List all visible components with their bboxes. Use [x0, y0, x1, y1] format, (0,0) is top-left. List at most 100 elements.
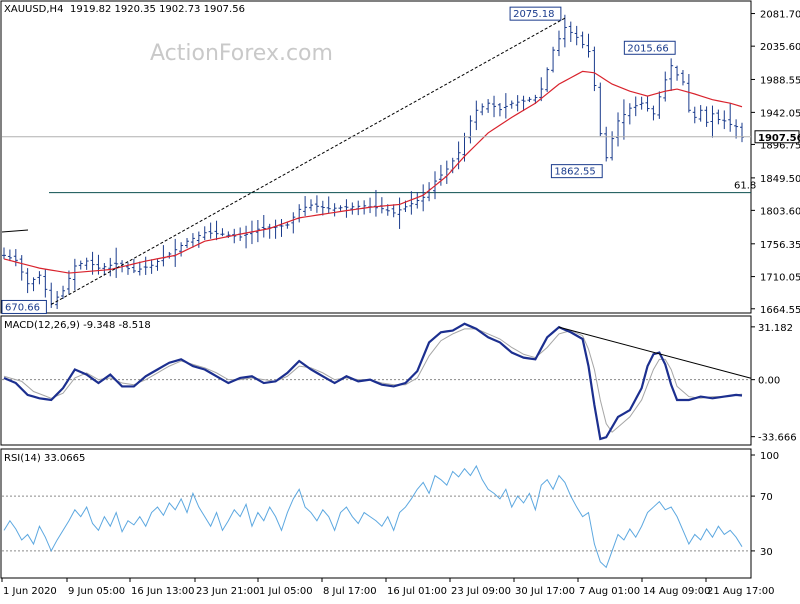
- watermark: ActionForex.com: [150, 41, 333, 66]
- price-candle: [728, 103, 733, 132]
- macd-title: MACD(12,26,9) -9.348 -8.518: [4, 320, 151, 331]
- price-candle: [480, 103, 485, 116]
- price-y-tick-label: 2081.70: [760, 10, 800, 21]
- price-y-tick-label: 2035.60: [760, 42, 800, 53]
- price-candle: [722, 110, 727, 130]
- price-candle: [734, 119, 739, 139]
- price-candle: [621, 99, 626, 140]
- macd-y-tick-label: 31.182: [758, 323, 793, 334]
- price-candle: [580, 31, 585, 49]
- price-candle: [616, 112, 621, 147]
- price-y-tick-label: 1756.35: [760, 240, 800, 251]
- price-candle: [338, 205, 343, 211]
- x-tick-label: 9 Jun 05:00: [68, 586, 125, 597]
- rsi-line: [3, 464, 743, 569]
- price-candle: [604, 126, 609, 162]
- price-candle: [344, 199, 349, 218]
- price-candle: [108, 257, 113, 277]
- fib-level-label: 61.8: [734, 181, 756, 192]
- price-candle: [66, 270, 71, 295]
- price-candle: [285, 221, 290, 229]
- price-y-tick-label: 1988.55: [760, 75, 800, 86]
- price-candle: [196, 231, 201, 248]
- price-candle: [179, 242, 184, 257]
- price-candle: [2, 247, 6, 260]
- price-candle: [627, 103, 632, 125]
- price-candle: [657, 91, 662, 119]
- x-tick-label: 23 Jun 21:00: [196, 586, 260, 597]
- price-candle: [468, 115, 473, 144]
- ohlc-values: 1919.82 1920.35 1902.73 1907.56: [70, 4, 245, 15]
- price-candle: [456, 141, 461, 170]
- annotation-text: 1862.55: [554, 167, 595, 178]
- price-candle: [7, 249, 12, 262]
- price-y-tick-label: 1710.05: [760, 273, 800, 284]
- current-price-tag-box: [754, 130, 800, 144]
- price-candle: [415, 192, 420, 209]
- price-candle: [214, 220, 219, 241]
- price-series-layer: 61.8 2075.18 2015.66 1862.55 670.66: [1, 6, 756, 314]
- price-candle: [279, 219, 284, 237]
- price-candle: [692, 106, 697, 124]
- price-annotation: 2075.18: [509, 6, 562, 21]
- price-candle: [55, 291, 60, 310]
- price-y-tick-label: 1803.60: [760, 206, 800, 217]
- price-candle: [190, 233, 195, 248]
- rsi-y-tick-label: 30: [760, 547, 773, 558]
- annotation-text: 2075.18: [513, 9, 554, 20]
- axis-layer: 2081.70 2035.60 1988.55 1942.05 1896.75 1849.…: [1, 10, 800, 597]
- price-candle: [633, 96, 638, 117]
- x-tick-label: 23 Jul 09:00: [451, 586, 511, 597]
- price-candle: [562, 14, 567, 48]
- price-candle: [492, 95, 497, 118]
- symbol-title: XAUUSD,H4: [4, 4, 63, 15]
- price-candle: [13, 249, 18, 267]
- price-candle: [202, 226, 207, 240]
- macd-pane-frame: [0, 315, 752, 446]
- price-candle: [31, 277, 36, 292]
- price-candle: [710, 105, 715, 138]
- current-price-tag-label: 1907.56: [758, 133, 800, 144]
- price-y-tick-label: 1942.05: [760, 108, 800, 119]
- price-candle: [686, 74, 691, 113]
- price-candle: [208, 222, 213, 239]
- price-candle: [25, 268, 30, 294]
- price-candle: [114, 247, 119, 278]
- price-candle: [261, 214, 266, 238]
- annotation-text: 670.66: [5, 302, 40, 313]
- price-candle: [102, 263, 107, 276]
- price-candle: [474, 100, 479, 131]
- price-candle: [72, 258, 77, 291]
- price-candle: [698, 105, 703, 122]
- x-tick-label: 21 Aug 17:00: [707, 586, 774, 597]
- x-tick-label: 1 Jun 2020: [3, 586, 57, 597]
- price-candle: [663, 71, 668, 102]
- annotation-box: [1, 299, 47, 314]
- price-candle: [509, 100, 514, 109]
- price-candle: [220, 228, 225, 237]
- macd-trendline: [558, 326, 752, 379]
- price-candle: [326, 196, 331, 214]
- price-candle: [244, 225, 249, 249]
- price-candle: [309, 199, 314, 211]
- x-tick-label: 1 Jul 05:00: [259, 586, 313, 597]
- x-tick-label: 16 Jun 13:00: [131, 586, 195, 597]
- rsi-pane-frame: [0, 448, 752, 579]
- rsi-y-tick-label: 70: [760, 492, 773, 503]
- rsi-series-layer: [2, 464, 751, 569]
- price-candle: [96, 254, 101, 275]
- price-candle: [592, 46, 597, 92]
- price-candle: [704, 106, 709, 127]
- price-candle: [350, 202, 355, 215]
- price-candle: [131, 258, 136, 274]
- x-tick-label: 7 Aug 01:00: [579, 586, 640, 597]
- price-candle: [303, 196, 308, 217]
- macd-series-layer: [2, 322, 752, 441]
- price-candle: [716, 109, 721, 125]
- price-candle: [155, 259, 160, 271]
- annotation-box: [550, 164, 603, 179]
- price-candle: [125, 262, 130, 275]
- price-candle: [680, 70, 685, 86]
